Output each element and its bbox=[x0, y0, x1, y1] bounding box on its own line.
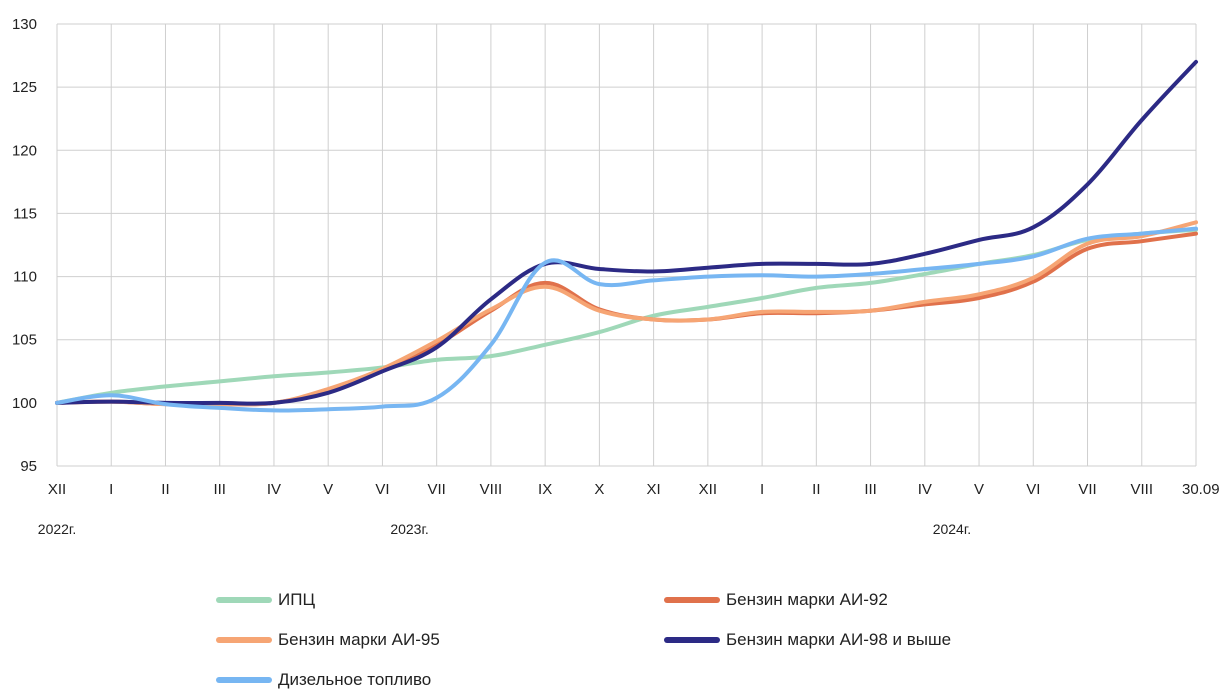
x-tick-label: III bbox=[864, 481, 877, 498]
x-tick-label: XII bbox=[699, 481, 717, 498]
y-tick-label: 115 bbox=[13, 205, 37, 222]
x-tick-label: XI bbox=[647, 481, 661, 498]
x-tick-label: II bbox=[161, 481, 169, 498]
chart-grid bbox=[56, 23, 1197, 467]
x-tick-label: VII bbox=[1078, 481, 1096, 498]
x-tick-label: I bbox=[109, 481, 113, 498]
x-tick-label: 30.09 bbox=[1182, 481, 1220, 498]
y-tick-label: 125 bbox=[12, 79, 37, 96]
x-tick-label: VI bbox=[1026, 481, 1040, 498]
year-label: 2023г. bbox=[390, 521, 428, 537]
y-tick-label: 95 bbox=[20, 458, 37, 475]
x-tick-label: VIII bbox=[1131, 481, 1154, 498]
y-tick-label: 100 bbox=[12, 395, 37, 412]
series-line-diesel bbox=[55, 226, 1198, 413]
series-line-ai98 bbox=[55, 59, 1198, 406]
x-tick-label: IV bbox=[918, 481, 932, 498]
chart-series bbox=[55, 59, 1198, 413]
y-tick-label: 110 bbox=[13, 269, 37, 286]
x-tick-label: V bbox=[323, 481, 333, 498]
x-tick-label: III bbox=[213, 481, 226, 498]
x-tick-label: XII bbox=[48, 481, 66, 498]
x-tick-label: V bbox=[974, 481, 984, 498]
x-tick-label: VI bbox=[375, 481, 389, 498]
y-tick-label: 105 bbox=[12, 332, 37, 349]
x-tick-label: I bbox=[760, 481, 764, 498]
x-tick-label: IV bbox=[267, 481, 281, 498]
x-tick-label: X bbox=[594, 481, 604, 498]
year-label: 2022г. bbox=[38, 521, 76, 537]
series-line-ai95 bbox=[55, 220, 1198, 407]
year-labels: 2022г. 2023г. 2024г. bbox=[38, 521, 971, 537]
y-tick-label: 120 bbox=[12, 142, 37, 159]
x-tick-label: IX bbox=[538, 481, 552, 498]
x-tick-label: II bbox=[812, 481, 820, 498]
x-tick-label: VIII bbox=[480, 481, 503, 498]
year-label: 2024г. bbox=[933, 521, 971, 537]
y-tick-label: 130 bbox=[12, 16, 37, 33]
x-axis-ticks: XII I II III IV V VI VII VIII IX X XI XII I II III IV V VI… bbox=[48, 481, 1220, 498]
x-tick-label: VII bbox=[427, 481, 445, 498]
y-axis-ticks: 95 100 105 110 115 120 125 130 bbox=[12, 16, 37, 475]
